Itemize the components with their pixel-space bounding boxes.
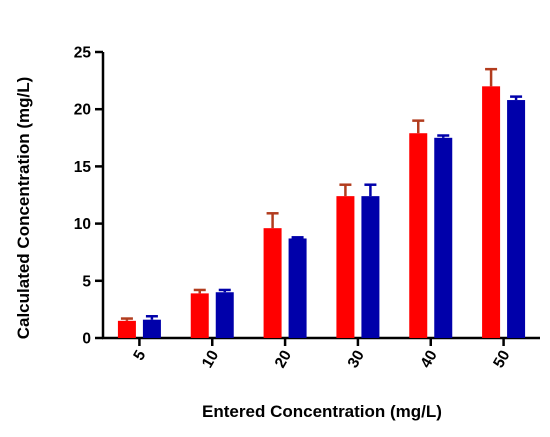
bar bbox=[434, 137, 453, 338]
bar bbox=[190, 293, 209, 338]
bar bbox=[263, 228, 282, 338]
bar bbox=[142, 319, 161, 338]
bar bbox=[215, 292, 234, 338]
x-tick-label: 40 bbox=[417, 348, 440, 371]
x-tick-label: 10 bbox=[199, 348, 222, 371]
bar bbox=[507, 100, 526, 338]
bar bbox=[117, 320, 136, 338]
bar bbox=[288, 238, 307, 338]
x-tick-label: 50 bbox=[490, 348, 513, 371]
y-tick-label: 10 bbox=[74, 216, 91, 233]
bar bbox=[336, 196, 355, 338]
y-tick-label: 20 bbox=[74, 102, 91, 119]
bar bbox=[409, 133, 428, 338]
y-tick-label: 5 bbox=[82, 273, 91, 290]
y-tick-label: 15 bbox=[74, 159, 92, 176]
plot-area: 0 5 10 15 20 25 5 10 20 30 40 50 bbox=[74, 45, 540, 371]
bar bbox=[482, 86, 501, 338]
y-axis-title: Calculated Concentration (mg/L) bbox=[14, 77, 33, 340]
x-tick-label: 5 bbox=[130, 347, 149, 363]
bar bbox=[361, 196, 380, 338]
x-axis-title: Entered Concentration (mg/L) bbox=[202, 402, 442, 421]
x-tick-label: 30 bbox=[345, 348, 368, 371]
x-tick-label: 20 bbox=[272, 348, 295, 371]
y-tick-label: 0 bbox=[82, 331, 91, 348]
y-tick-label: 25 bbox=[74, 45, 92, 62]
